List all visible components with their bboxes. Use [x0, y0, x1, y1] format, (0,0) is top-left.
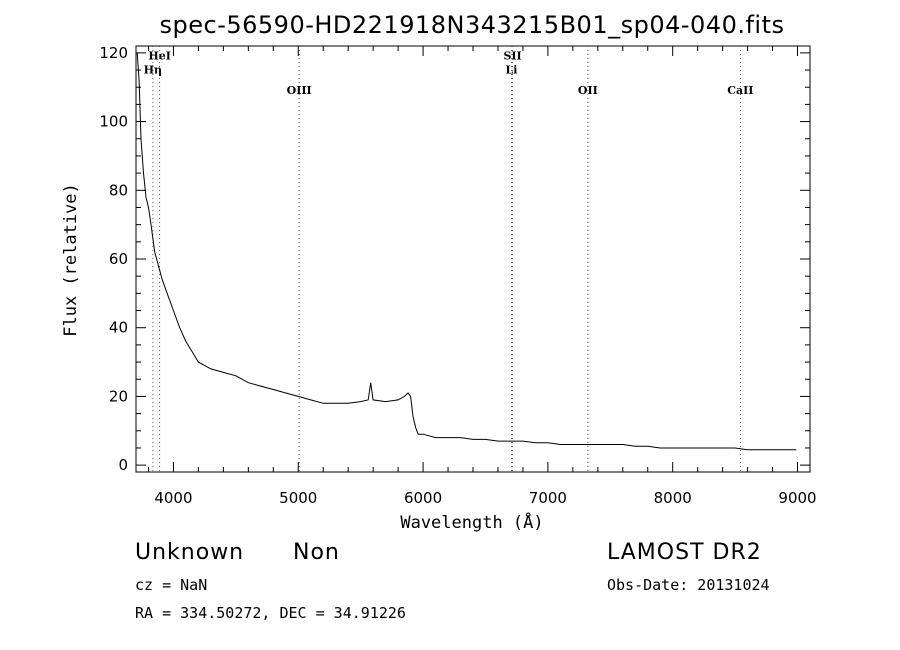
y-axis-label: Flux (relative) [61, 183, 81, 337]
classification-label: Unknown [135, 540, 245, 565]
spectral-line-label: Hη [144, 63, 162, 76]
y-tick-label: 120 [99, 44, 128, 62]
chart-title: spec-56590-HD221918N343215B01_sp04-040.f… [160, 11, 785, 39]
x-axis-label: Wavelength (Å) [400, 511, 543, 533]
x-tick-label: 8000 [654, 489, 692, 507]
x-tick-label: 7000 [529, 489, 567, 507]
obs-date-value: Obs-Date: 20131024 [607, 576, 770, 594]
cz-value: cz = NaN [135, 576, 208, 594]
spectral-line-label: OII [578, 84, 598, 97]
y-tick-label: 0 [118, 456, 128, 474]
spectral-line-label: SII [503, 50, 521, 63]
x-tick-label: 9000 [778, 489, 816, 507]
spectral-line-label: CaII [727, 84, 753, 97]
spectral-line-label: OIII [287, 84, 312, 97]
y-tick-label: 60 [109, 250, 128, 268]
y-tick-label: 40 [109, 319, 128, 337]
x-tick-label: 6000 [404, 489, 442, 507]
spectrum-series-line [136, 52, 797, 451]
survey-label: LAMOST DR2 [607, 540, 762, 565]
y-tick-label: 20 [109, 387, 128, 405]
ra-dec-value: RA = 334.50272, DEC = 34.91226 [135, 604, 406, 622]
spectral-line-label: Li [505, 63, 517, 76]
y-tick-label: 80 [109, 181, 128, 199]
x-tick-label: 5000 [279, 489, 317, 507]
plot-frame [135, 45, 811, 473]
spectral-line-label: HeI [148, 50, 171, 63]
y-tick-label: 100 [99, 113, 128, 131]
x-tick-label: 4000 [154, 489, 192, 507]
subclass-label: Non [293, 540, 340, 565]
